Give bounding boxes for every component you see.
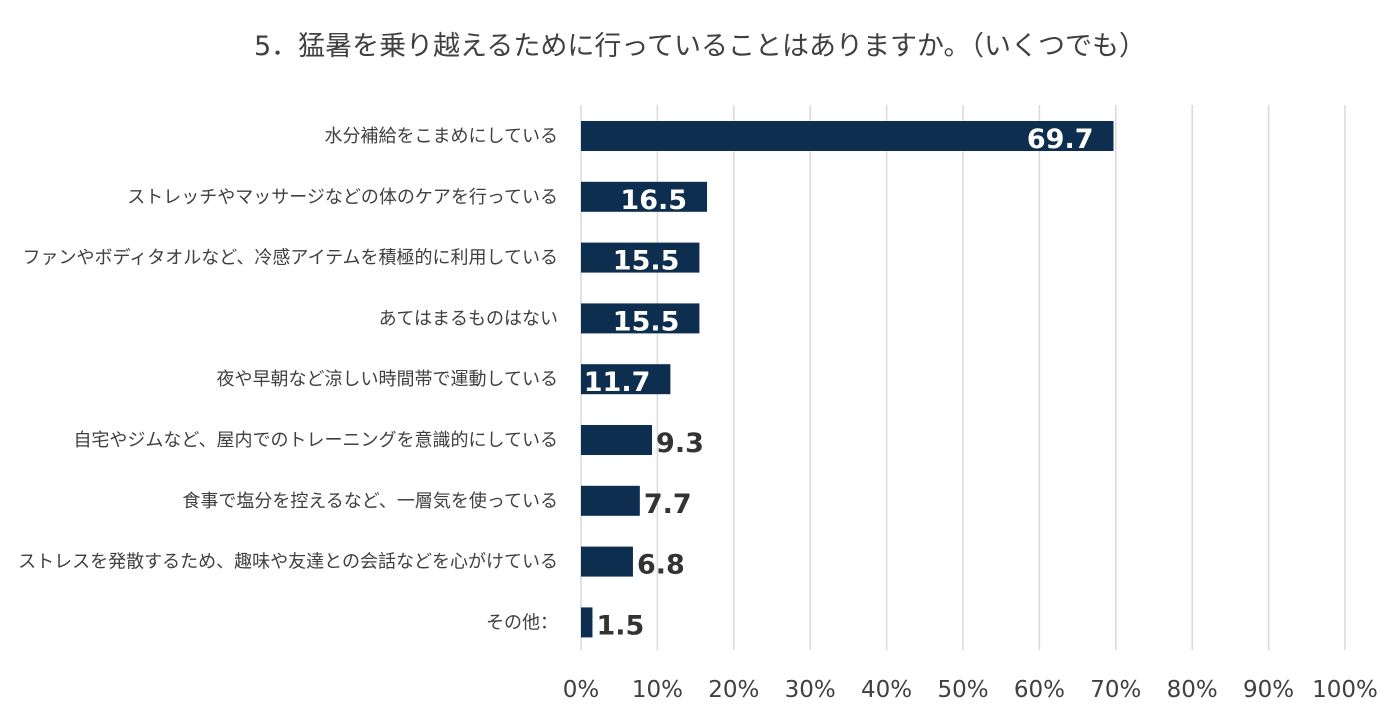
x-tick-label: 90%: [1243, 677, 1294, 703]
bar: [581, 242, 700, 273]
category-label: 夜や早朝など涼しい時間帯で運動している: [217, 369, 558, 390]
category-label: ファンやボディタオルなど、冷感アイテムを積極的に利用している: [23, 248, 559, 269]
data-label: 15.5: [613, 306, 680, 337]
bar: [581, 364, 671, 395]
data-label: 11.7: [584, 367, 651, 398]
x-tick-label: 100%: [1312, 677, 1378, 703]
x-tick-label: 10%: [632, 677, 683, 703]
x-tick-label: 70%: [1090, 677, 1141, 703]
category-label: 水分補給をこまめにしている: [325, 126, 558, 147]
category-label: 自宅やジムなど、屋内でのトレーニングを意識的にしている: [73, 430, 558, 451]
x-tick-label: 80%: [1167, 677, 1218, 703]
bar: [581, 121, 1114, 151]
data-label: 69.7: [1027, 124, 1094, 155]
category-label: あてはまるものはない: [379, 308, 558, 329]
data-label: 6.8: [637, 550, 685, 581]
category-label: その他：: [486, 612, 558, 633]
bar: [581, 607, 593, 638]
data-label: 15.5: [613, 246, 680, 277]
data-label: 7.7: [644, 489, 692, 520]
category-label: ストレッチやマッサージなどの体のケアを行っている: [127, 187, 558, 208]
data-label: 9.3: [656, 428, 704, 459]
data-label: 1.5: [596, 610, 644, 641]
chart-title: 5．猛暑を乗り越えるために行っていることはありますか。（いくつでも）: [254, 31, 1146, 62]
bar: [581, 303, 700, 334]
bar: [581, 546, 633, 577]
x-tick-label: 60%: [1014, 677, 1065, 703]
category-label: ストレスを発散するため、趣味や友達との会話などを心がけている: [18, 552, 558, 573]
bar: [581, 181, 708, 212]
x-tick-label: 0%: [563, 677, 600, 703]
x-tick-label: 20%: [708, 677, 759, 703]
bar: [581, 425, 653, 455]
x-tick-label: 50%: [937, 677, 988, 703]
data-label: 16.5: [620, 185, 687, 216]
x-tick-label: 30%: [785, 677, 836, 703]
x-tick-label: 40%: [861, 677, 912, 703]
category-label: 食事で塩分を控えるなど、一層気を使っている: [182, 491, 558, 512]
bar: [581, 485, 640, 516]
